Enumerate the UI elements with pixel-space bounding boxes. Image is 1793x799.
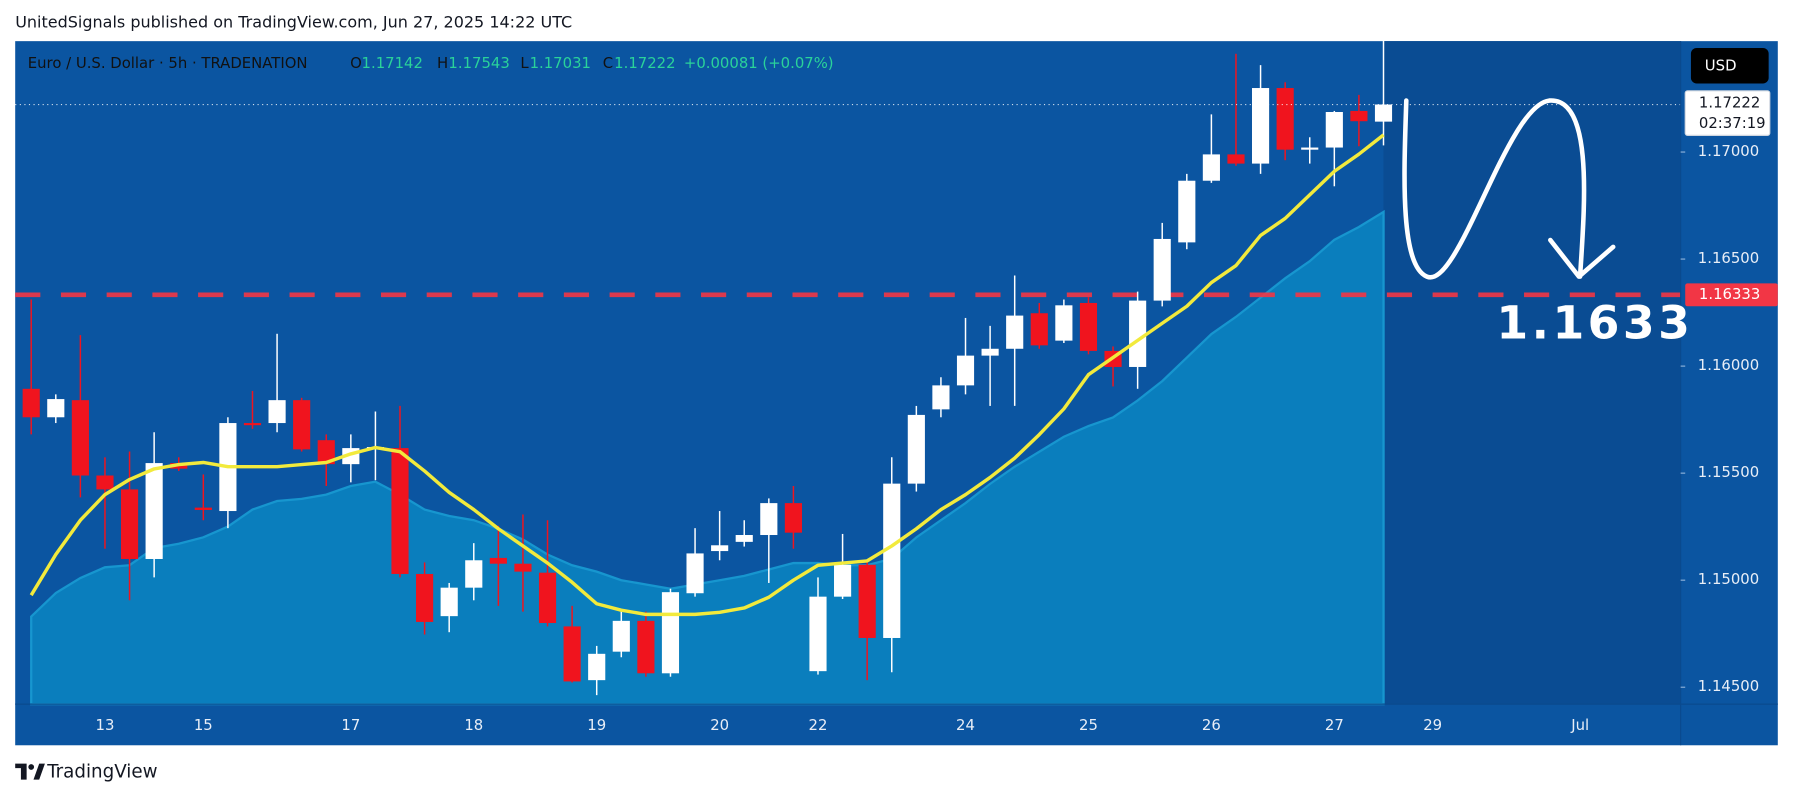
candle-body [243, 423, 262, 426]
candle-body [22, 388, 40, 418]
price-label: 1.17222 [1699, 93, 1760, 111]
area-band [30, 209, 1385, 706]
candle-body [489, 557, 507, 564]
candle-body [96, 475, 114, 490]
candle-body [1325, 112, 1343, 148]
x-tick-label: 24 [956, 716, 975, 734]
legend-letter: O [350, 54, 362, 72]
candle-body [932, 385, 950, 410]
legend-letter: C [603, 54, 613, 72]
x-tick-label: 18 [464, 716, 483, 734]
candle-body [1276, 88, 1294, 150]
legend-value: 1.17543 [448, 54, 509, 72]
level-price-label: 1.16333 [1699, 285, 1760, 303]
candle-body [514, 563, 532, 572]
legend-change: +0.00081 (+0.07%) [684, 54, 834, 72]
ma-line [29, 133, 1385, 617]
legend-letter: H [437, 54, 448, 72]
candle-body [416, 573, 434, 622]
x-tick-label: 19 [587, 716, 606, 734]
candle-body [883, 483, 901, 638]
candle-body [1350, 110, 1368, 122]
candle-body [120, 489, 139, 559]
price-box [1684, 90, 1771, 136]
symbol-title: Euro / U.S. Dollar · 5h · TRADENATION [28, 54, 308, 72]
future-region [1383, 41, 1681, 705]
candle-body [637, 620, 655, 674]
candle-body [1153, 238, 1171, 301]
candle-body [1301, 147, 1319, 150]
candle-body [760, 503, 778, 536]
x-tick-label: 27 [1325, 716, 1344, 734]
legend-value: 1.17031 [530, 54, 591, 72]
candle-body [1006, 315, 1024, 349]
legend-value: 1.17142 [362, 54, 423, 72]
candle-body [391, 448, 409, 574]
candle-body [661, 592, 680, 674]
x-tick-label: 20 [710, 716, 729, 734]
candle-body [440, 587, 458, 617]
level-price-box [1685, 283, 1778, 307]
candle-body [1227, 154, 1245, 164]
candle-body [317, 440, 335, 465]
candle-body [735, 535, 753, 542]
candle-body [538, 572, 557, 623]
x-tick-label: 13 [96, 716, 115, 734]
candle-body [784, 503, 802, 533]
x-tick-label: 15 [194, 716, 213, 734]
candle-body [809, 596, 827, 672]
candle-body [268, 400, 286, 424]
candle-body [47, 399, 65, 418]
candle-body [956, 355, 975, 386]
annotation: 1.1633 [1496, 296, 1693, 349]
countdown: 02:37:19 [1699, 114, 1766, 132]
candle-body [1055, 305, 1073, 341]
legend-letter: L [520, 54, 529, 72]
candle-body [907, 414, 925, 484]
candle-body [981, 348, 999, 356]
x-tick-label: Jul [1570, 716, 1589, 734]
candle-body [1202, 154, 1220, 181]
candle-body [1129, 300, 1147, 367]
x-tick-label: 25 [1079, 716, 1098, 734]
brand: TradingView [46, 762, 157, 783]
candle-body [563, 626, 581, 682]
candle-body [1374, 104, 1393, 122]
candle-body [1079, 302, 1098, 351]
y-tick-label: 1.17000 [1698, 142, 1759, 160]
candle-body [612, 620, 630, 652]
plot: 13 15 17 18 19 20 22 24 25 26 27 29 Jul 1.14500 1.1500… [15, 35, 1778, 746]
y-tick-label: 1.16000 [1698, 356, 1759, 374]
y-tick-label: 1.16500 [1698, 249, 1759, 267]
legend-value: 1.17222 [614, 54, 675, 72]
candle-body [858, 564, 876, 638]
candle-body [1030, 313, 1048, 346]
candle-body [145, 463, 163, 559]
candle-body [71, 400, 89, 476]
y-tick-label: 1.15000 [1698, 570, 1759, 588]
x-tick-label: 17 [341, 716, 360, 734]
x-tick-label: 22 [809, 716, 828, 734]
candle-body [293, 400, 311, 450]
y-tick-label: 1.15500 [1698, 463, 1759, 481]
candle-body [686, 553, 704, 594]
publisher-line: UnitedSignals published on TradingView.c… [15, 12, 572, 31]
candle-body [588, 653, 606, 681]
candle-body [711, 545, 729, 552]
x-tick-label: 29 [1423, 716, 1442, 734]
candle-body [465, 560, 483, 588]
candle-body [194, 507, 212, 510]
candle-body [834, 564, 852, 597]
candle-body [1251, 88, 1270, 164]
y-tick-label: 1.14500 [1698, 677, 1759, 695]
tv-logo [15, 763, 45, 780]
x-tick-label: 26 [1202, 716, 1221, 734]
legend: Euro / U.S. Dollar · 5h · TRADENATION O … [28, 54, 834, 72]
currency-button[interactable] [1690, 48, 1769, 84]
currency-label: USD [1705, 56, 1737, 74]
hand-drawn-arrow [1402, 98, 1616, 280]
candle-body [1178, 180, 1196, 243]
